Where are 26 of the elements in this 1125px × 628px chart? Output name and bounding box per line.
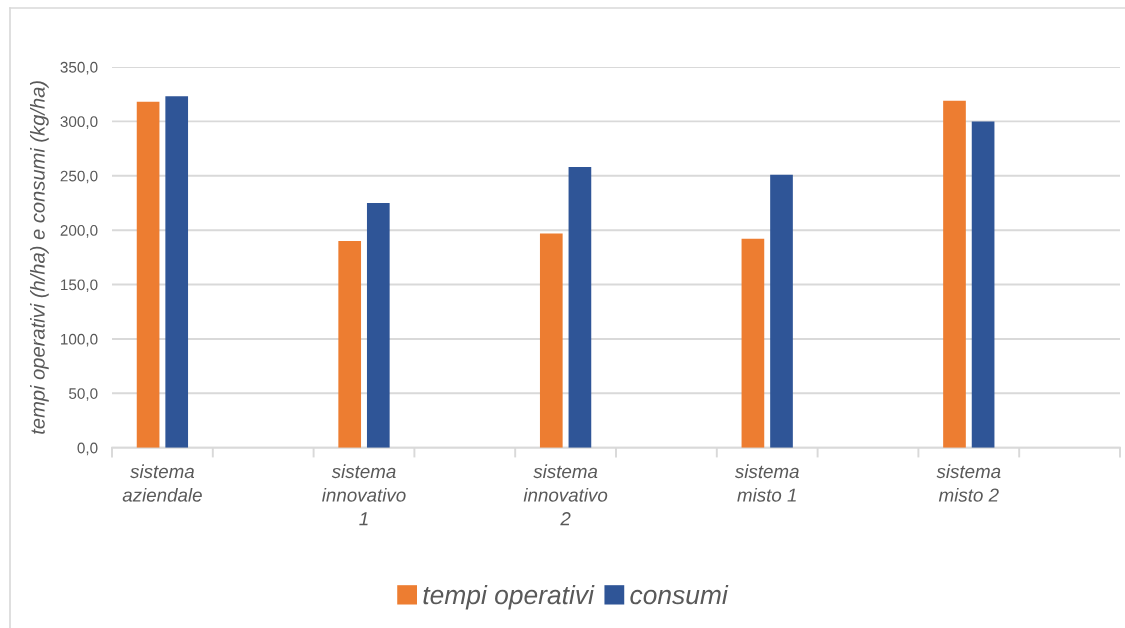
y-tick-label: 50,0 [68, 388, 98, 401]
bar [165, 96, 189, 448]
x-tick-label: sistema innovativo 1 [322, 464, 406, 526]
legend-label: consumi [630, 584, 729, 605]
x-tick-label: sistema innovativo 2 [523, 464, 608, 526]
bar [568, 167, 592, 448]
bar [741, 238, 765, 448]
y-tick-label: 100,0 [61, 333, 98, 347]
legend-label: tempi operativi [423, 584, 595, 610]
y-tick-label: 300,0 [60, 116, 98, 129]
y-tick-label: 250,0 [60, 170, 98, 184]
y-tick-label: 150,0 [61, 279, 98, 293]
y-tick-label: 200,0 [60, 225, 98, 238]
y-axis-title: tempi operativi (h/ha) e consumi (kg/ha) [30, 81, 49, 434]
bar [366, 202, 390, 448]
bar [136, 101, 160, 448]
y-tick-label: 0,0 [77, 442, 98, 456]
y-tick-label: 350,0 [60, 61, 98, 75]
bar [770, 174, 793, 448]
bar [539, 233, 563, 448]
bar [338, 241, 362, 448]
x-tick-label: sistema misto 2 [936, 464, 1001, 502]
bar [971, 121, 995, 448]
x-tick-label: sistema aziendale [122, 464, 202, 502]
bar [943, 100, 966, 448]
x-tick-label: sistema misto 1 [734, 464, 799, 502]
